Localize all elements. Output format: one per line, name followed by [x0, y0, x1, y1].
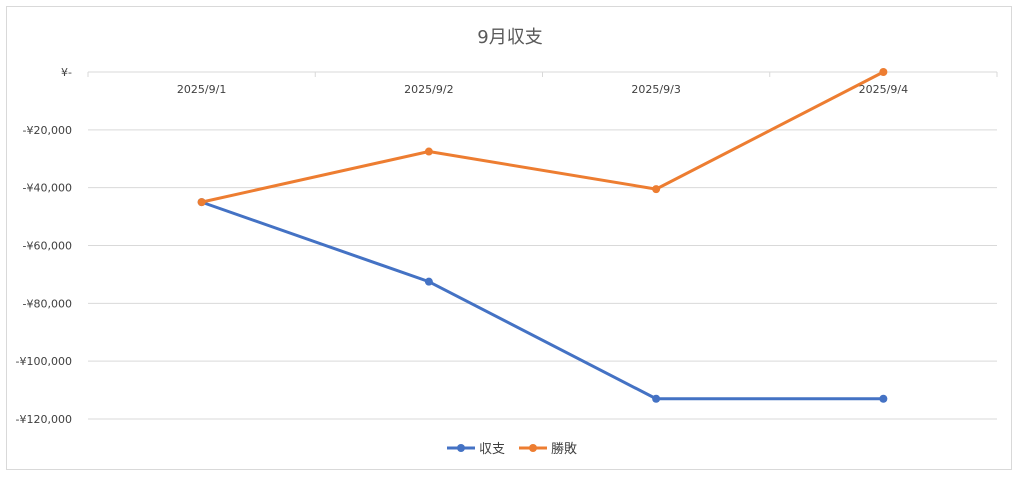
- data-point: [197, 198, 206, 207]
- y-tick-label: -¥120,000: [16, 413, 72, 426]
- y-axis: ¥- -¥20,000 -¥40,000 -¥60,000 -¥80,000 -¥100,…: [16, 66, 72, 426]
- legend-swatch-marker: [457, 444, 465, 452]
- legend-item-0[interactable]: 収支: [447, 442, 505, 457]
- y-tick-label: ¥-: [61, 66, 72, 79]
- data-point: [424, 147, 433, 156]
- x-tick-label: 2025/9/2: [404, 83, 453, 96]
- legend-label: 勝敗: [551, 442, 577, 457]
- legend-swatch-marker: [529, 444, 537, 452]
- series-line: [200, 200, 885, 401]
- y-tick-label: -¥40,000: [23, 182, 72, 195]
- series-line: [200, 70, 885, 204]
- legend[interactable]: 収支 勝敗: [447, 442, 577, 457]
- series-0: [197, 198, 888, 403]
- series-1: [197, 68, 888, 207]
- gridlines: [88, 129, 997, 420]
- y-tick-label: -¥20,000: [23, 124, 72, 137]
- legend-item-1[interactable]: 勝敗: [519, 442, 577, 457]
- data-point: [879, 394, 888, 403]
- x-tick-label: 2025/9/1: [177, 83, 226, 96]
- data-point: [424, 277, 433, 286]
- series: [197, 68, 888, 403]
- y-tick-label: -¥80,000: [23, 297, 72, 310]
- chart-frame: [6, 6, 1012, 470]
- x-tick-label: 2025/9/3: [631, 83, 680, 96]
- data-point: [652, 185, 661, 194]
- data-point: [652, 394, 661, 403]
- y-tick-label: -¥60,000: [23, 240, 72, 253]
- x-axis: [87, 71, 998, 77]
- legend-label: 収支: [479, 442, 505, 457]
- data-point: [879, 68, 888, 76]
- chart-title: 9月収支: [477, 27, 542, 48]
- y-tick-label: -¥100,000: [16, 355, 72, 368]
- x-tick-labels: 2025/9/1 2025/9/2 2025/9/3 2025/9/4: [177, 83, 908, 96]
- x-tick-label: 2025/9/4: [859, 83, 908, 96]
